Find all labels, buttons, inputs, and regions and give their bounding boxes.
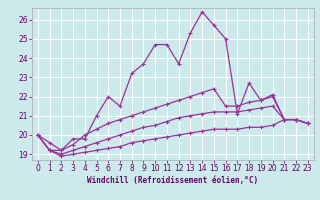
X-axis label: Windchill (Refroidissement éolien,°C): Windchill (Refroidissement éolien,°C) [87, 176, 258, 185]
